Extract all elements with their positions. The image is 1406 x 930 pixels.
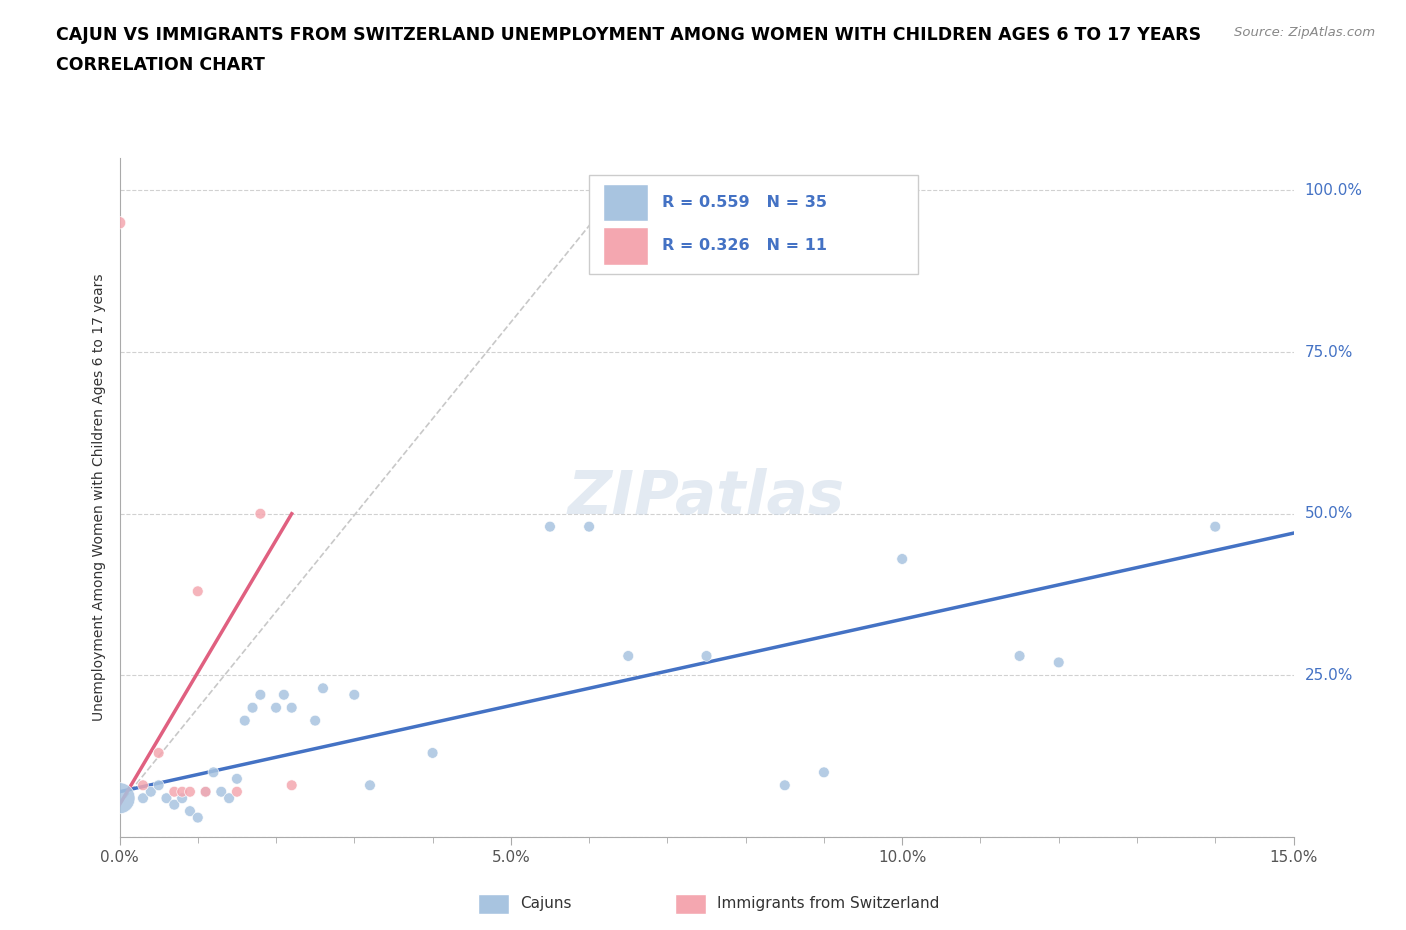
Point xyxy=(273,687,295,702)
Text: Immigrants from Switzerland: Immigrants from Switzerland xyxy=(717,897,939,911)
Point xyxy=(891,551,914,566)
Text: 50.0%: 50.0% xyxy=(1305,506,1353,521)
Point xyxy=(538,519,561,534)
Point xyxy=(194,784,217,799)
Point xyxy=(132,790,155,805)
Point xyxy=(172,790,194,805)
Point xyxy=(163,784,186,799)
Point xyxy=(249,506,271,521)
Point xyxy=(242,700,264,715)
Text: CAJUN VS IMMIGRANTS FROM SWITZERLAND UNEMPLOYMENT AMONG WOMEN WITH CHILDREN AGES: CAJUN VS IMMIGRANTS FROM SWITZERLAND UNE… xyxy=(56,26,1201,44)
Point xyxy=(108,216,131,231)
Point xyxy=(1047,655,1070,670)
Text: 25.0%: 25.0% xyxy=(1305,668,1353,683)
Point xyxy=(578,519,600,534)
Text: 75.0%: 75.0% xyxy=(1305,345,1353,360)
Point xyxy=(773,777,796,792)
Point xyxy=(696,648,718,663)
Text: R = 0.559   N = 35: R = 0.559 N = 35 xyxy=(662,195,827,210)
Point xyxy=(280,700,302,715)
Point xyxy=(225,771,249,786)
Point xyxy=(202,764,225,779)
Text: Cajuns: Cajuns xyxy=(520,897,572,911)
Point xyxy=(187,810,209,825)
Text: Source: ZipAtlas.com: Source: ZipAtlas.com xyxy=(1234,26,1375,39)
Point xyxy=(132,777,155,792)
Point xyxy=(155,790,177,805)
FancyBboxPatch shape xyxy=(603,184,648,221)
Point xyxy=(194,784,217,799)
Point xyxy=(108,790,131,805)
Point xyxy=(163,797,186,812)
Point xyxy=(617,648,640,663)
Point xyxy=(148,746,170,761)
Point xyxy=(304,713,326,728)
Point xyxy=(1204,519,1226,534)
Point xyxy=(264,700,287,715)
FancyBboxPatch shape xyxy=(589,175,918,273)
Text: ZIPatlas: ZIPatlas xyxy=(568,468,845,527)
Point xyxy=(343,687,366,702)
Point xyxy=(172,784,194,799)
Point xyxy=(179,784,201,799)
Point xyxy=(1008,648,1031,663)
Point xyxy=(148,777,170,792)
Point xyxy=(139,784,162,799)
Point xyxy=(249,687,271,702)
Point xyxy=(218,790,240,805)
Point xyxy=(209,784,232,799)
Point xyxy=(233,713,256,728)
Point xyxy=(813,764,835,779)
Point xyxy=(225,784,249,799)
Point xyxy=(359,777,381,792)
Point xyxy=(422,746,444,761)
Point xyxy=(187,584,209,599)
Point xyxy=(312,681,335,696)
Text: R = 0.326   N = 11: R = 0.326 N = 11 xyxy=(662,238,827,254)
FancyBboxPatch shape xyxy=(603,227,648,265)
Text: CORRELATION CHART: CORRELATION CHART xyxy=(56,56,266,73)
Point xyxy=(280,777,302,792)
Y-axis label: Unemployment Among Women with Children Ages 6 to 17 years: Unemployment Among Women with Children A… xyxy=(93,273,107,722)
Point xyxy=(179,804,201,818)
Text: 100.0%: 100.0% xyxy=(1305,183,1362,198)
